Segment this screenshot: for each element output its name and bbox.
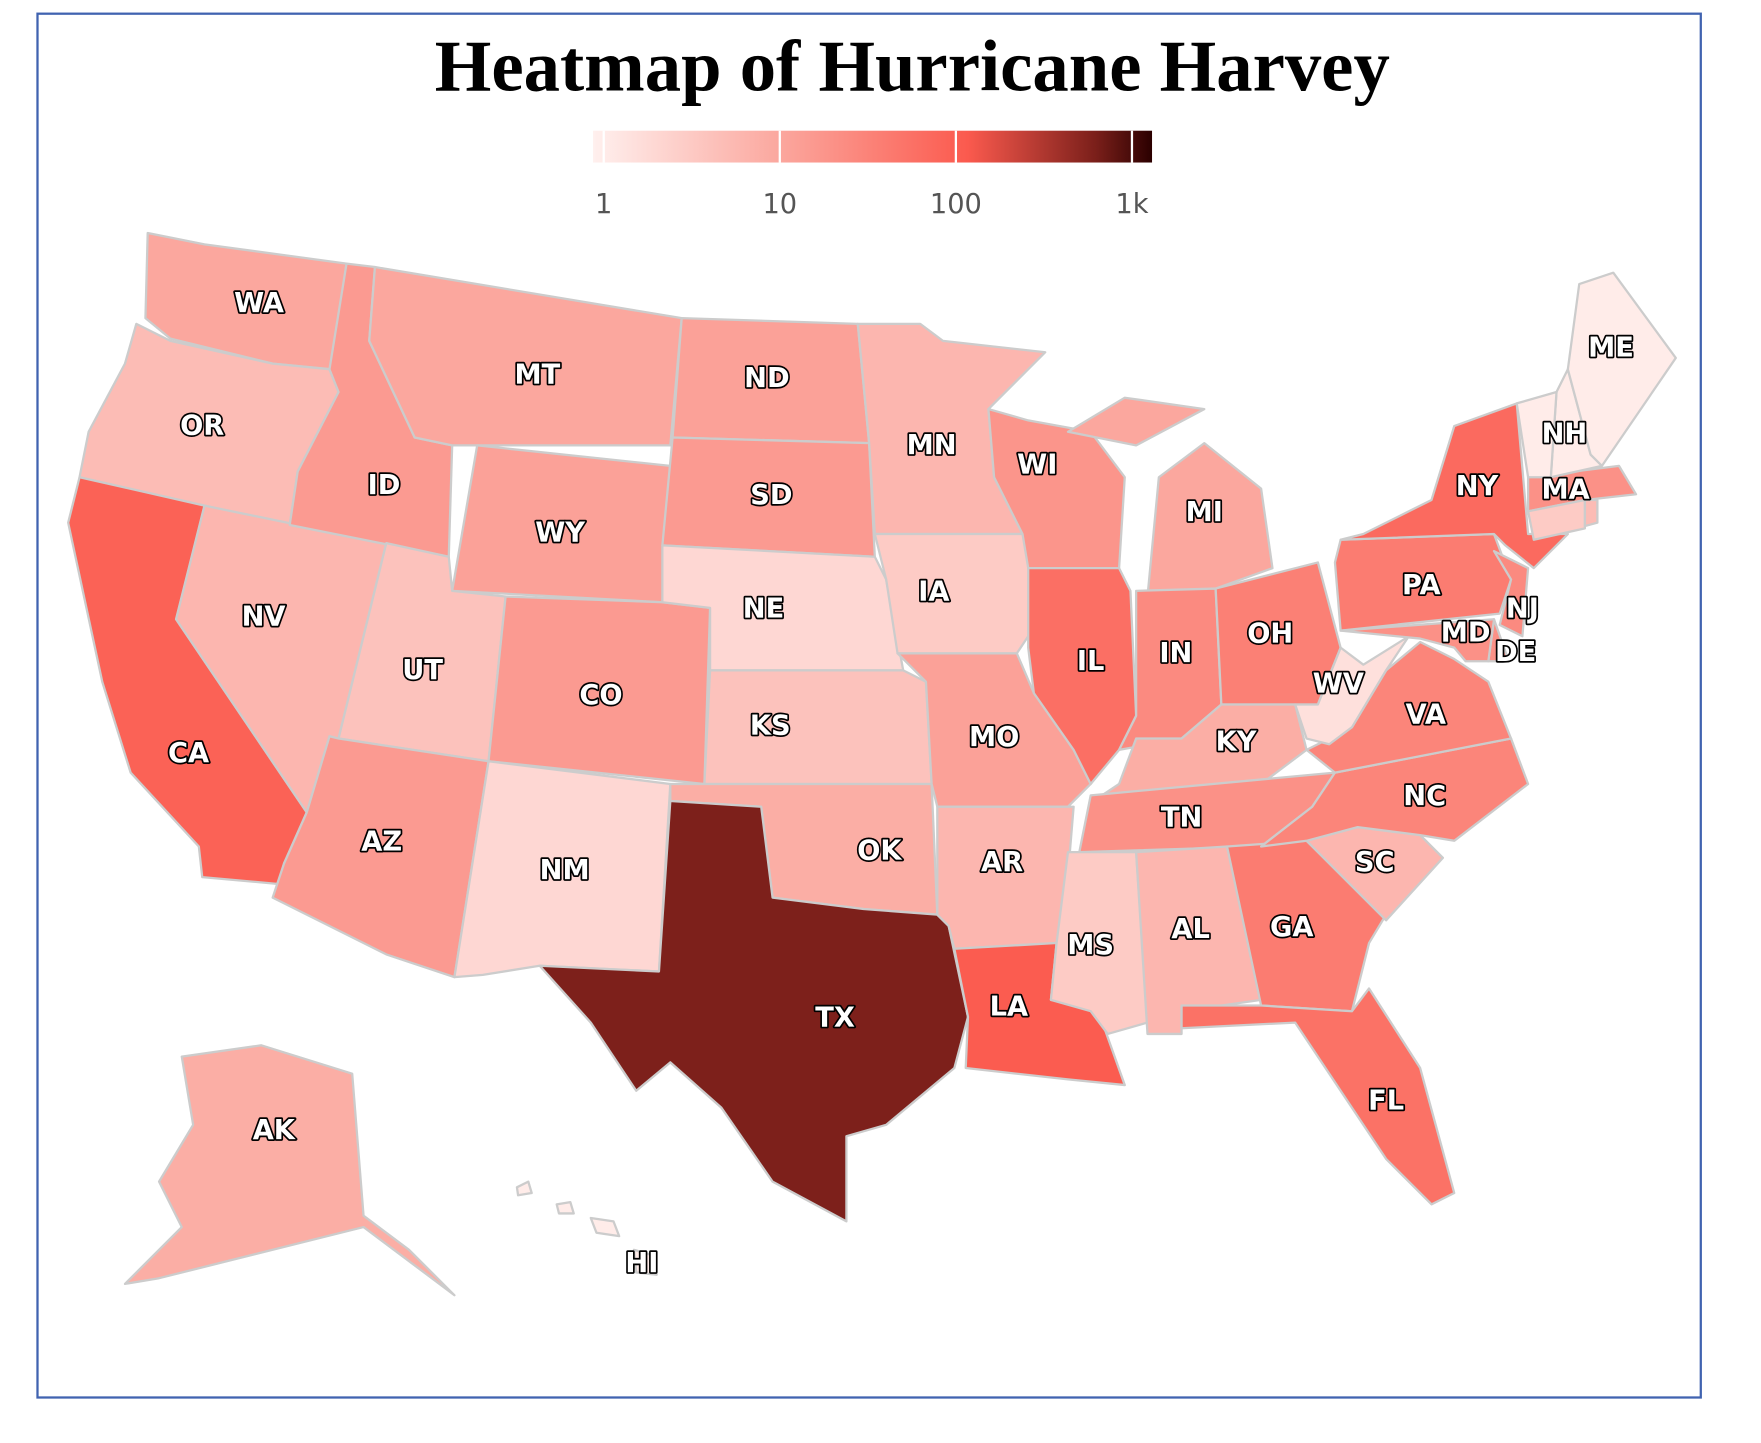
labels: WA OR CA NV ID MT WY UT CO AZ NM ND SD NE KS OK TX MN IA MO…: [166, 286, 1635, 1280]
state: [1492, 549, 1530, 638]
state: [1566, 271, 1677, 468]
state-label: SC: [1355, 847, 1395, 878]
state: [487, 595, 712, 786]
state-label: CO: [579, 680, 622, 711]
state-label: MA: [1541, 474, 1589, 505]
state-label: AR: [981, 847, 1023, 878]
state-label: MD: [1441, 618, 1491, 649]
state: [1259, 737, 1530, 848]
state: [123, 1044, 456, 1297]
state-label: ND: [744, 363, 789, 394]
state-label: NE: [743, 594, 784, 625]
state-label: WI: [1017, 449, 1057, 480]
state-label: GA: [1270, 912, 1313, 943]
state-label: MT: [515, 360, 561, 391]
state-label: WA: [234, 288, 284, 319]
state-label: AK: [253, 1115, 296, 1146]
state-label: NV: [242, 602, 286, 633]
state: [1526, 498, 1587, 541]
state-label: WV: [1313, 669, 1364, 700]
state-label: KY: [1216, 727, 1257, 758]
colorbar-tick-label: 100: [930, 189, 982, 220]
state-label: AL: [1171, 914, 1209, 945]
state: [1294, 635, 1410, 746]
state: [538, 799, 970, 1223]
state-label: ME: [1588, 332, 1634, 363]
colorbar-tick-label: 1k: [1115, 189, 1148, 220]
colorbar-gradient: [593, 130, 1153, 163]
chart-title: Heatmap of Hurricane Harvey: [435, 26, 1390, 107]
state-label: DE: [1495, 637, 1536, 668]
state-label: SD: [750, 480, 792, 511]
state-label: OK: [857, 836, 902, 867]
state-label: MS: [1067, 930, 1114, 961]
state-label: MO: [969, 722, 1019, 753]
state-label: ID: [368, 470, 401, 501]
state-label: OH: [1247, 619, 1293, 650]
state-label: WY: [535, 518, 585, 549]
state-label: IN: [1159, 638, 1192, 669]
state-label: MN: [907, 430, 957, 461]
map: [67, 231, 1677, 1297]
state-label: HI: [625, 1248, 658, 1279]
state-label: KS: [750, 711, 791, 742]
state: [1339, 618, 1496, 663]
state-label: NC: [1403, 781, 1446, 812]
state: [1515, 390, 1558, 479]
state-label: LA: [990, 991, 1028, 1022]
state: [1027, 566, 1138, 786]
state: [1583, 498, 1599, 528]
state-label: NH: [1542, 419, 1588, 450]
state-label: IL: [1077, 646, 1105, 677]
state-label: UT: [402, 655, 443, 686]
state-label: OR: [180, 411, 224, 442]
state-label: MI: [1186, 497, 1223, 528]
state-label: FL: [1368, 1086, 1404, 1117]
state-label: NJ: [1506, 594, 1539, 625]
state-label: IA: [918, 577, 949, 608]
state-label: TN: [1161, 803, 1202, 834]
colorbar-tick-label: 10: [762, 189, 797, 220]
state-label: NY: [1456, 471, 1499, 502]
colorbar: 1 10 100 1k: [593, 130, 1153, 220]
state-label: TX: [815, 1003, 855, 1034]
state-label: CA: [168, 738, 209, 769]
colorbar-tick-label: 1: [595, 189, 612, 220]
state-label: PA: [1402, 570, 1441, 601]
state-label: VA: [1406, 699, 1446, 730]
state-label: NM: [540, 855, 590, 886]
state: [515, 1180, 658, 1276]
state: [873, 532, 1041, 655]
state: [1339, 402, 1569, 570]
state-label: AZ: [361, 827, 402, 858]
state: [1180, 987, 1456, 1206]
state: [703, 669, 933, 786]
state: [896, 652, 1092, 808]
